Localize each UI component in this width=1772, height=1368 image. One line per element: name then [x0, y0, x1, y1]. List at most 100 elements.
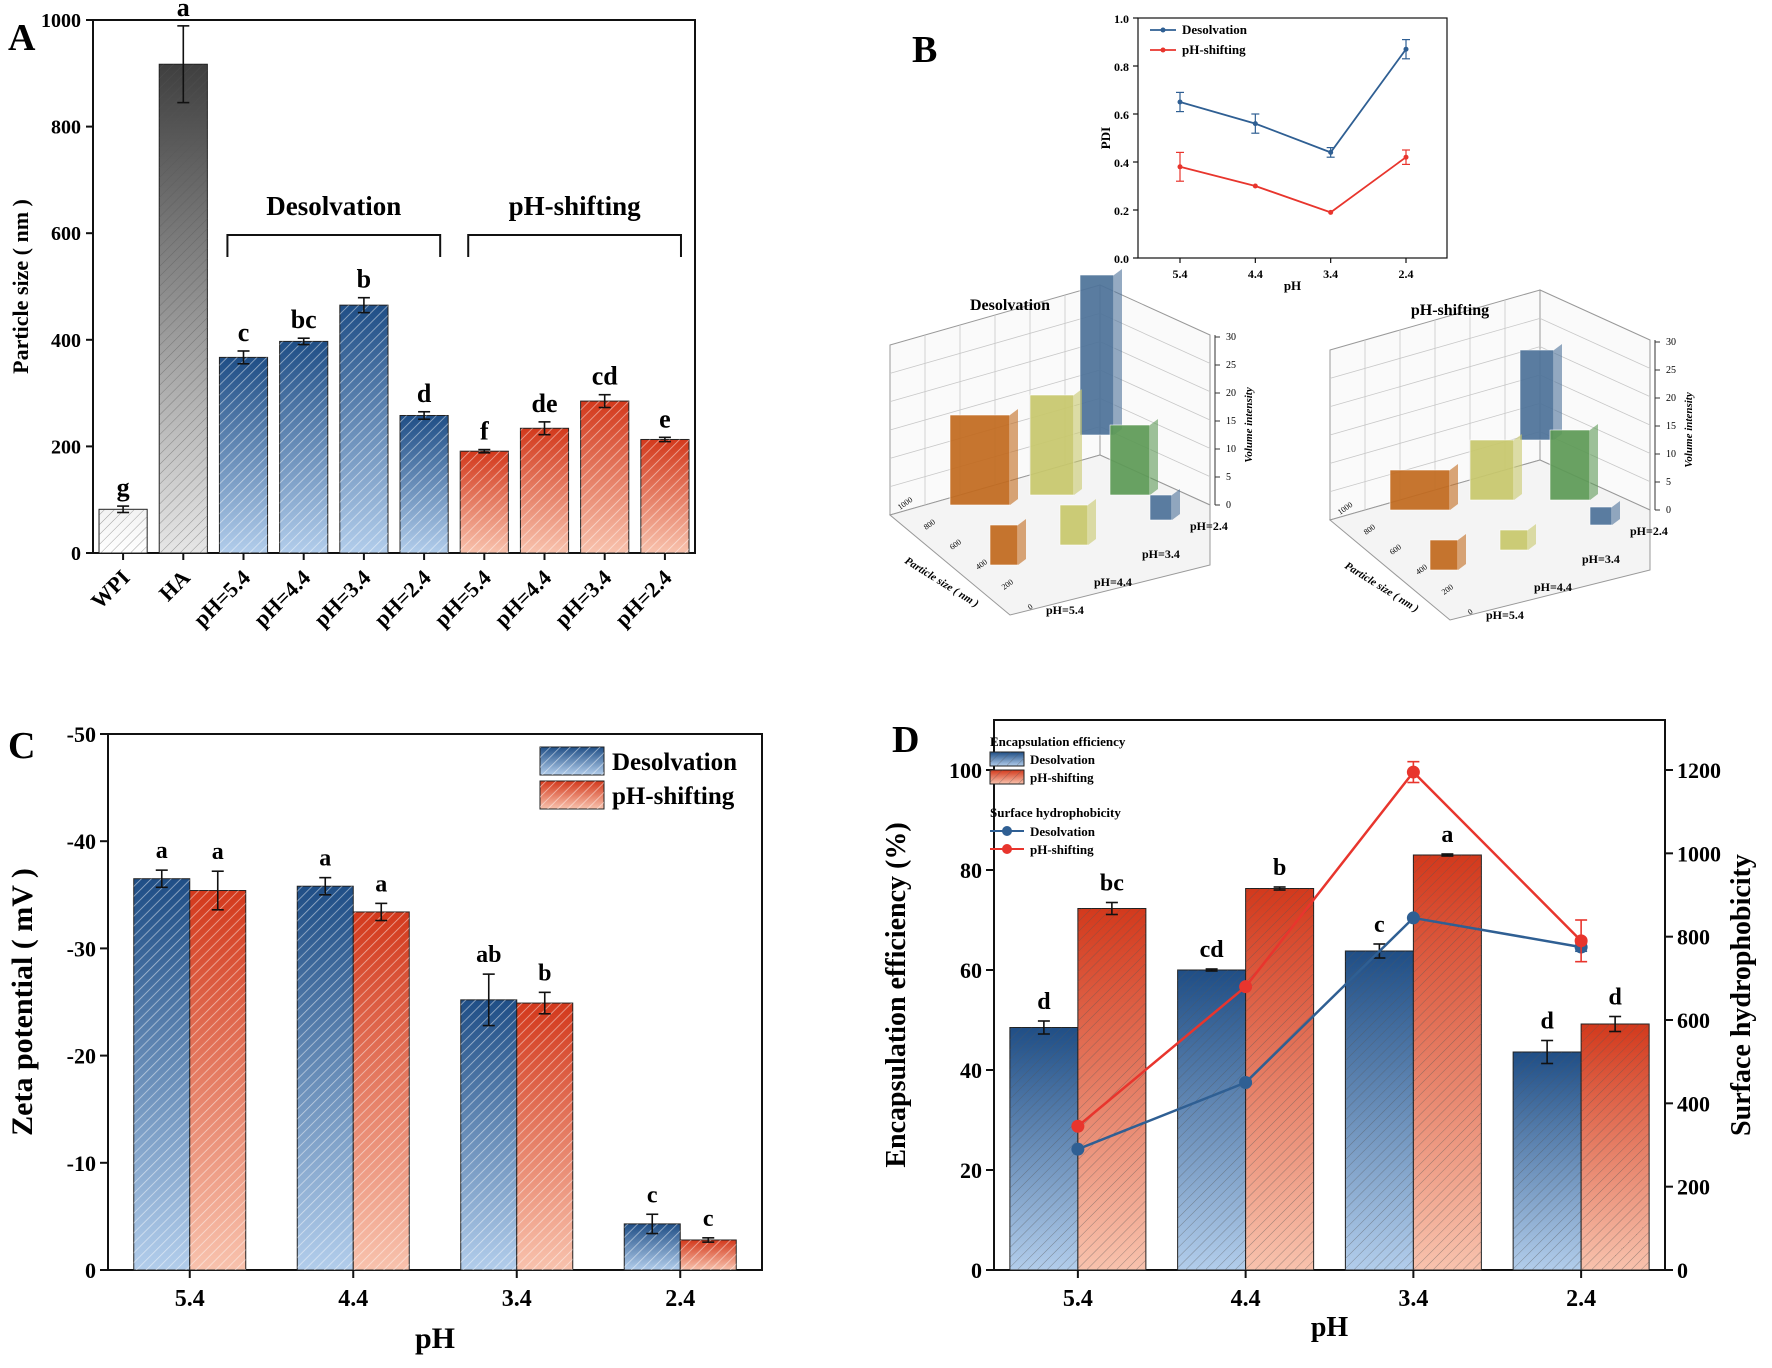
3d-bar — [949, 414, 1011, 506]
x-tick-label: pH=3.4 — [549, 565, 616, 632]
x-axis-label: pH — [415, 1322, 455, 1355]
y-tick-label: 1000 — [41, 10, 81, 32]
x-tick-label: WPI — [86, 565, 135, 614]
x-tick-label: 2.4 — [665, 1286, 695, 1312]
significance-letter: b — [538, 960, 551, 986]
3d-plot-title: pH-shifting — [1411, 302, 1489, 319]
y-left-tick-label: 80 — [960, 858, 982, 883]
y-tick-label: 0.0 — [1114, 252, 1129, 266]
plot-frame — [92, 19, 696, 554]
bar-hatch — [516, 1003, 573, 1270]
3d-bar-side — [1018, 519, 1026, 565]
ph-label: pH=3.4 — [1582, 552, 1620, 566]
data-point — [1252, 183, 1258, 189]
plot-frame — [993, 719, 1666, 1271]
y-right-tick-label: 0 — [1677, 1258, 1688, 1283]
legend-label: Desolvation — [1030, 752, 1096, 767]
legend-label: pH-shifting — [612, 783, 735, 810]
bar-hatch — [353, 911, 410, 1270]
y-right-tick-label: 1200 — [1677, 758, 1721, 783]
y-tick-label: -40 — [67, 829, 96, 854]
bar-hatch — [1177, 970, 1246, 1270]
y-right-tick-label: 800 — [1677, 925, 1710, 950]
3d-bar-side — [1114, 269, 1122, 435]
x-axis-label: pH — [1284, 278, 1301, 293]
legend-label: pH-shifting — [1182, 42, 1246, 57]
bar-hatch — [460, 451, 509, 553]
bar-hatch — [189, 890, 246, 1270]
significance-letter: a — [319, 846, 331, 872]
z-tick-label: 30 — [1666, 337, 1676, 348]
plot-frame — [107, 733, 763, 1271]
panel-letter-c: C — [8, 725, 35, 767]
3d-bar-side — [1088, 499, 1096, 545]
plot-frame — [1137, 17, 1448, 259]
x-tick-label: 5.4 — [1063, 1286, 1093, 1312]
x-tick-label: pH=2.4 — [369, 565, 436, 632]
3d-bar — [1589, 506, 1613, 526]
3d-bar-side — [1554, 344, 1562, 440]
group-bracket — [467, 234, 682, 257]
series-line — [1179, 156, 1407, 214]
bar-hatch — [99, 509, 148, 553]
y-tick-label: 0 — [71, 543, 81, 565]
data-point — [1071, 1142, 1085, 1156]
y-left-tick-label: 60 — [960, 958, 982, 983]
x-tick-label: 3.4 — [1323, 267, 1338, 281]
bar-hatch — [520, 428, 569, 553]
z-tick-label: 25 — [1666, 365, 1676, 376]
y-tick-label: 0.4 — [1114, 156, 1129, 170]
y-tick-label: 0.6 — [1114, 108, 1129, 122]
bar-hatch — [1009, 1027, 1078, 1270]
y-tick-label: 600 — [51, 223, 81, 245]
significance-letter: a — [177, 0, 190, 22]
data-point — [1574, 934, 1588, 948]
significance-letter: cd — [1200, 937, 1225, 963]
bar-hatch — [279, 341, 328, 553]
legend-swatch-hatch — [990, 752, 1024, 766]
x-tick-label: pH=2.4 — [610, 565, 677, 632]
3d-bar — [1059, 504, 1089, 546]
3d-bar — [1109, 424, 1151, 496]
x-tick-label: 5.4 — [175, 1286, 205, 1312]
y-left-tick-label: 40 — [960, 1058, 982, 1083]
significance-letter: b — [357, 265, 371, 294]
3d-plot-title: Desolvation — [970, 297, 1050, 314]
3d-bar — [1429, 539, 1459, 571]
bar-hatch — [1345, 951, 1414, 1270]
x-tick-label: 4.4 — [338, 1286, 368, 1312]
z-tick-label: 5 — [1226, 472, 1231, 483]
significance-letter: d — [1608, 985, 1622, 1011]
y-axis-label: Particle size ( nm ) — [8, 199, 33, 374]
x-tick-label: 0 — [1466, 607, 1474, 617]
y-tick-label: -50 — [67, 722, 96, 747]
z-tick-label: 15 — [1666, 421, 1676, 432]
x-tick-label: 3.4 — [502, 1286, 532, 1312]
x-tick-label: 5.4 — [1173, 267, 1188, 281]
significance-letter: c — [647, 1182, 658, 1208]
x-tick-label: 2.4 — [1566, 1286, 1596, 1312]
significance-letter: a — [212, 839, 224, 865]
legend-marker — [1160, 47, 1166, 53]
3d-bar — [1029, 394, 1075, 496]
x-tick-label: pH=5.4 — [429, 565, 496, 632]
panel-c-zeta-chart: 0 -10 -20 -30 -40 -50 Zeta potential ( mV ) a a 5… — [6, 722, 763, 1355]
bar-hatch — [640, 439, 689, 553]
ph-label: pH=2.4 — [1630, 524, 1668, 538]
data-point — [1328, 149, 1334, 155]
panel-letter-b: B — [912, 29, 937, 71]
3d-bar-side — [1010, 409, 1018, 505]
3d-bar-side — [1172, 489, 1180, 520]
legend-swatch-hatch — [540, 781, 604, 809]
bar-hatch — [133, 878, 190, 1270]
y-tick-label: 0.2 — [1114, 204, 1129, 218]
y-axis-label: PDI — [1098, 127, 1113, 149]
significance-letter: de — [532, 389, 558, 418]
bar-hatch — [580, 401, 629, 553]
y-axis-label: Zeta potential ( mV ) — [6, 868, 39, 1136]
panel-b-pdi-chart: 0.0 0.2 0.4 0.6 0.8 1.0 PDI 5.4 4.4 3.4 2.4 pH Desol… — [1098, 12, 1448, 293]
y-left-tick-label: 20 — [960, 1158, 982, 1183]
panel-letter-d: D — [892, 719, 919, 761]
data-point — [1403, 154, 1409, 160]
